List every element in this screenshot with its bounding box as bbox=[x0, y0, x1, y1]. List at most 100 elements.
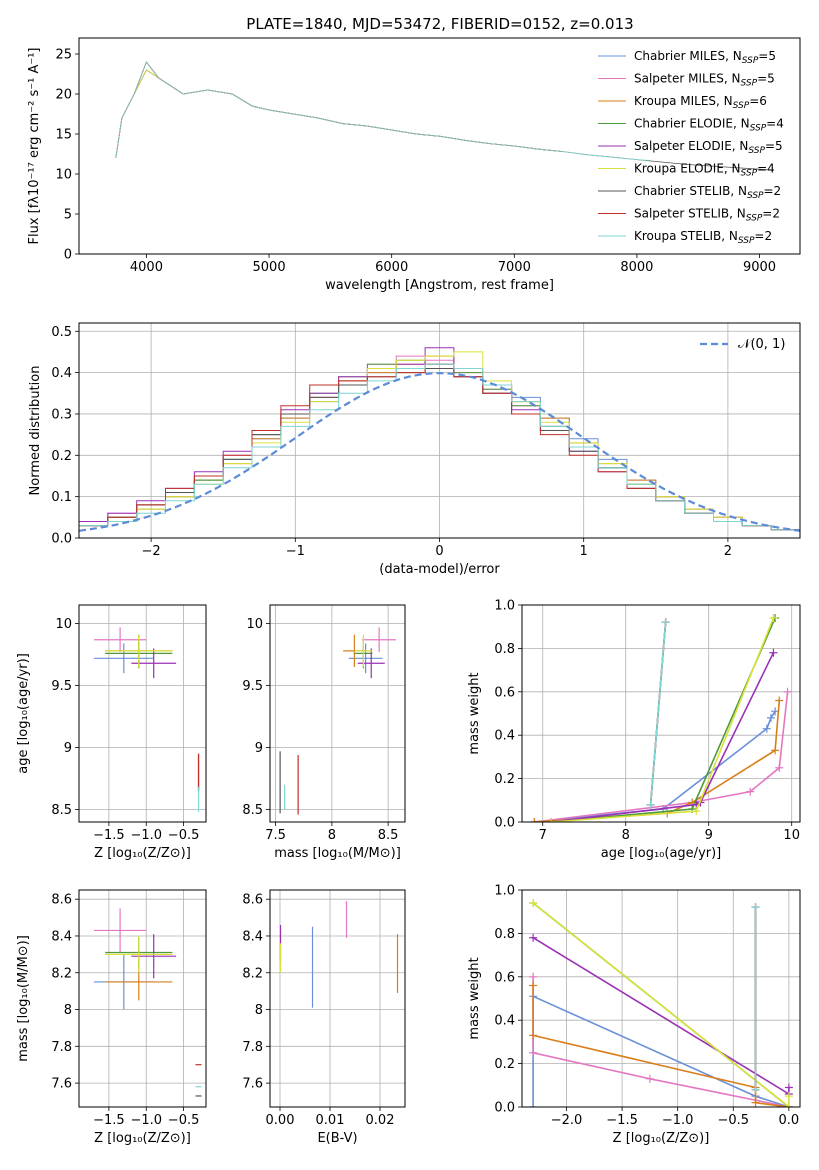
spectrum-series bbox=[133, 69, 490, 144]
y-tick-label: 0.4 bbox=[494, 729, 515, 744]
x-tick-label: 8 bbox=[622, 828, 630, 843]
plot-area bbox=[279, 627, 396, 815]
data-point bbox=[751, 1085, 760, 1094]
y-tick-label: 7.8 bbox=[51, 1040, 72, 1055]
data-point bbox=[529, 972, 538, 981]
weight-series bbox=[532, 937, 790, 1096]
y-axis-label: mass weight bbox=[467, 957, 482, 1039]
y-tick-label: 0.4 bbox=[494, 1014, 515, 1029]
legend-name: Kroupa ELODIE, N bbox=[634, 162, 741, 176]
x-tick-label: −1.0 bbox=[130, 828, 162, 843]
histogram-series bbox=[79, 363, 800, 531]
x-tick-label: 4000 bbox=[130, 260, 163, 275]
y-tick-label: 0.6 bbox=[494, 970, 515, 985]
axes-frame bbox=[78, 37, 801, 255]
x-axis-label: Z [log₁₀(Z/Z⊙)] bbox=[613, 1131, 710, 1146]
x-tick-label: 6000 bbox=[375, 260, 408, 275]
legend-subscript: SSP bbox=[742, 56, 759, 66]
x-tick-label: −1.0 bbox=[130, 1113, 162, 1128]
x-tick-label: −0.5 bbox=[168, 828, 200, 843]
x-tick-label: −0.5 bbox=[717, 1113, 749, 1128]
x-tick-label: 7000 bbox=[498, 260, 531, 275]
plot-area bbox=[93, 908, 202, 1097]
normal-reference-curve bbox=[79, 371, 800, 532]
y-tick-label: 8 bbox=[64, 1003, 72, 1018]
legend-label: Salpeter MILES, NSSP=5 bbox=[634, 72, 775, 89]
legend-name: Salpeter MILES, N bbox=[634, 72, 741, 86]
x-tick-label: −1.5 bbox=[93, 828, 125, 843]
x-tick-label: −2.0 bbox=[551, 1113, 583, 1128]
axes-frame bbox=[269, 889, 406, 1108]
y-tick-label: 7.6 bbox=[51, 1077, 72, 1092]
spectrum-series bbox=[133, 69, 490, 144]
legend-value: =5 bbox=[757, 72, 775, 86]
y-tick-label: 8.4 bbox=[242, 929, 263, 944]
data-point bbox=[775, 696, 784, 705]
legend-name: Kroupa STELIB, N bbox=[634, 229, 738, 243]
y-tick-label: 15 bbox=[55, 128, 72, 143]
y-tick-label: 5 bbox=[64, 208, 72, 223]
data-point bbox=[784, 1092, 793, 1101]
plot-area bbox=[93, 627, 200, 813]
y-tick-label: 8.6 bbox=[242, 893, 263, 908]
spectrum-series bbox=[115, 61, 564, 159]
y-tick-label: 0 bbox=[64, 248, 72, 263]
y-tick-label: 8.5 bbox=[242, 803, 263, 818]
legend-subscript: SSP bbox=[748, 146, 765, 156]
x-tick-label: 8.5 bbox=[378, 828, 399, 843]
y-axis-label: Flux [fλ10⁻¹⁷ erg cm⁻² s⁻¹ A⁻¹] bbox=[27, 48, 42, 245]
legend-name: Chabrier MILES, N bbox=[634, 49, 742, 63]
x-tick-label: 7.5 bbox=[265, 828, 286, 843]
weight-series bbox=[534, 691, 789, 822]
y-tick-label: 25 bbox=[55, 48, 72, 63]
weight-series bbox=[532, 995, 790, 1107]
mass-vs-metallicity-panel: −1.5 −1.0 −0.5 7.6 7.8 8 8.2 8.4 8.6 Z [log₁₀(Z/Z… bbox=[16, 889, 207, 1146]
x-tick-label: −1.0 bbox=[662, 1113, 694, 1128]
data-point bbox=[784, 1083, 793, 1092]
x-tick-label: 2 bbox=[724, 544, 732, 559]
y-tick-label: 10 bbox=[55, 617, 72, 632]
y-tick-label: 8.5 bbox=[51, 803, 72, 818]
plot-area bbox=[279, 901, 399, 1008]
data-point bbox=[784, 1103, 793, 1107]
y-tick-label: 7.6 bbox=[242, 1077, 263, 1092]
data-point bbox=[661, 618, 670, 627]
mass-vs-ebv-panel: 0.00 0.01 0.02 7.6 7.8 8 8.2 8.4 8.6 E(B-V) bbox=[242, 889, 406, 1146]
legend-value: =2 bbox=[754, 229, 772, 243]
data-point bbox=[771, 746, 780, 755]
x-axis-label: Z [log₁₀(Z/Z⊙)] bbox=[94, 1131, 191, 1146]
x-tick-label: 5000 bbox=[253, 260, 286, 275]
axes-frame bbox=[78, 889, 207, 1108]
legend-subscript: SSP bbox=[741, 169, 758, 179]
y-tick-label: 9 bbox=[255, 741, 263, 756]
data-point bbox=[530, 818, 539, 822]
data-point bbox=[769, 614, 778, 623]
x-tick-label: 8000 bbox=[620, 260, 653, 275]
y-tick-label: 8.2 bbox=[51, 966, 72, 981]
x-tick-label: 0.02 bbox=[366, 1113, 395, 1128]
legend-label: Chabrier STELIB, NSSP=2 bbox=[634, 184, 781, 201]
data-point bbox=[529, 981, 538, 990]
data-point bbox=[751, 903, 760, 912]
legend-subscript: SSP bbox=[738, 236, 755, 246]
weight-series bbox=[534, 700, 781, 822]
y-axis-label: mass [log₁₀(M/M⊙)] bbox=[16, 935, 31, 1062]
y-tick-label: 8.4 bbox=[51, 929, 72, 944]
legend-label: Kroupa MILES, NSSP=6 bbox=[634, 94, 767, 111]
figure-title: PLATE=1840, MJD=53472, FIBERID=0152, z=0… bbox=[246, 15, 633, 33]
legend-label: Chabrier MILES, NSSP=5 bbox=[634, 49, 776, 66]
data-point bbox=[529, 1048, 538, 1057]
data-point bbox=[646, 800, 655, 809]
y-tick-label: 0.5 bbox=[51, 325, 72, 340]
spectrum-series bbox=[133, 69, 490, 144]
data-point bbox=[766, 713, 775, 722]
data-point bbox=[645, 1074, 654, 1083]
y-tick-label: 0.0 bbox=[494, 1101, 515, 1116]
legend-value: =5 bbox=[758, 49, 776, 63]
age-vs-metallicity-panel: −1.5 −1.0 −0.5 8.5 9 9.5 10 Z [log₁₀(Z/Z⊙)] age … bbox=[16, 604, 207, 861]
legend-subscript: SSP bbox=[750, 124, 767, 134]
data-point bbox=[775, 763, 784, 772]
x-tick-label: 1 bbox=[580, 544, 588, 559]
residuals-panel: −2 −1 0 1 2 0.0 0.1 0.2 0.3 0.4 0.5 (data-model)/er… bbox=[28, 322, 801, 577]
legend-subscript: SSP bbox=[733, 101, 750, 111]
